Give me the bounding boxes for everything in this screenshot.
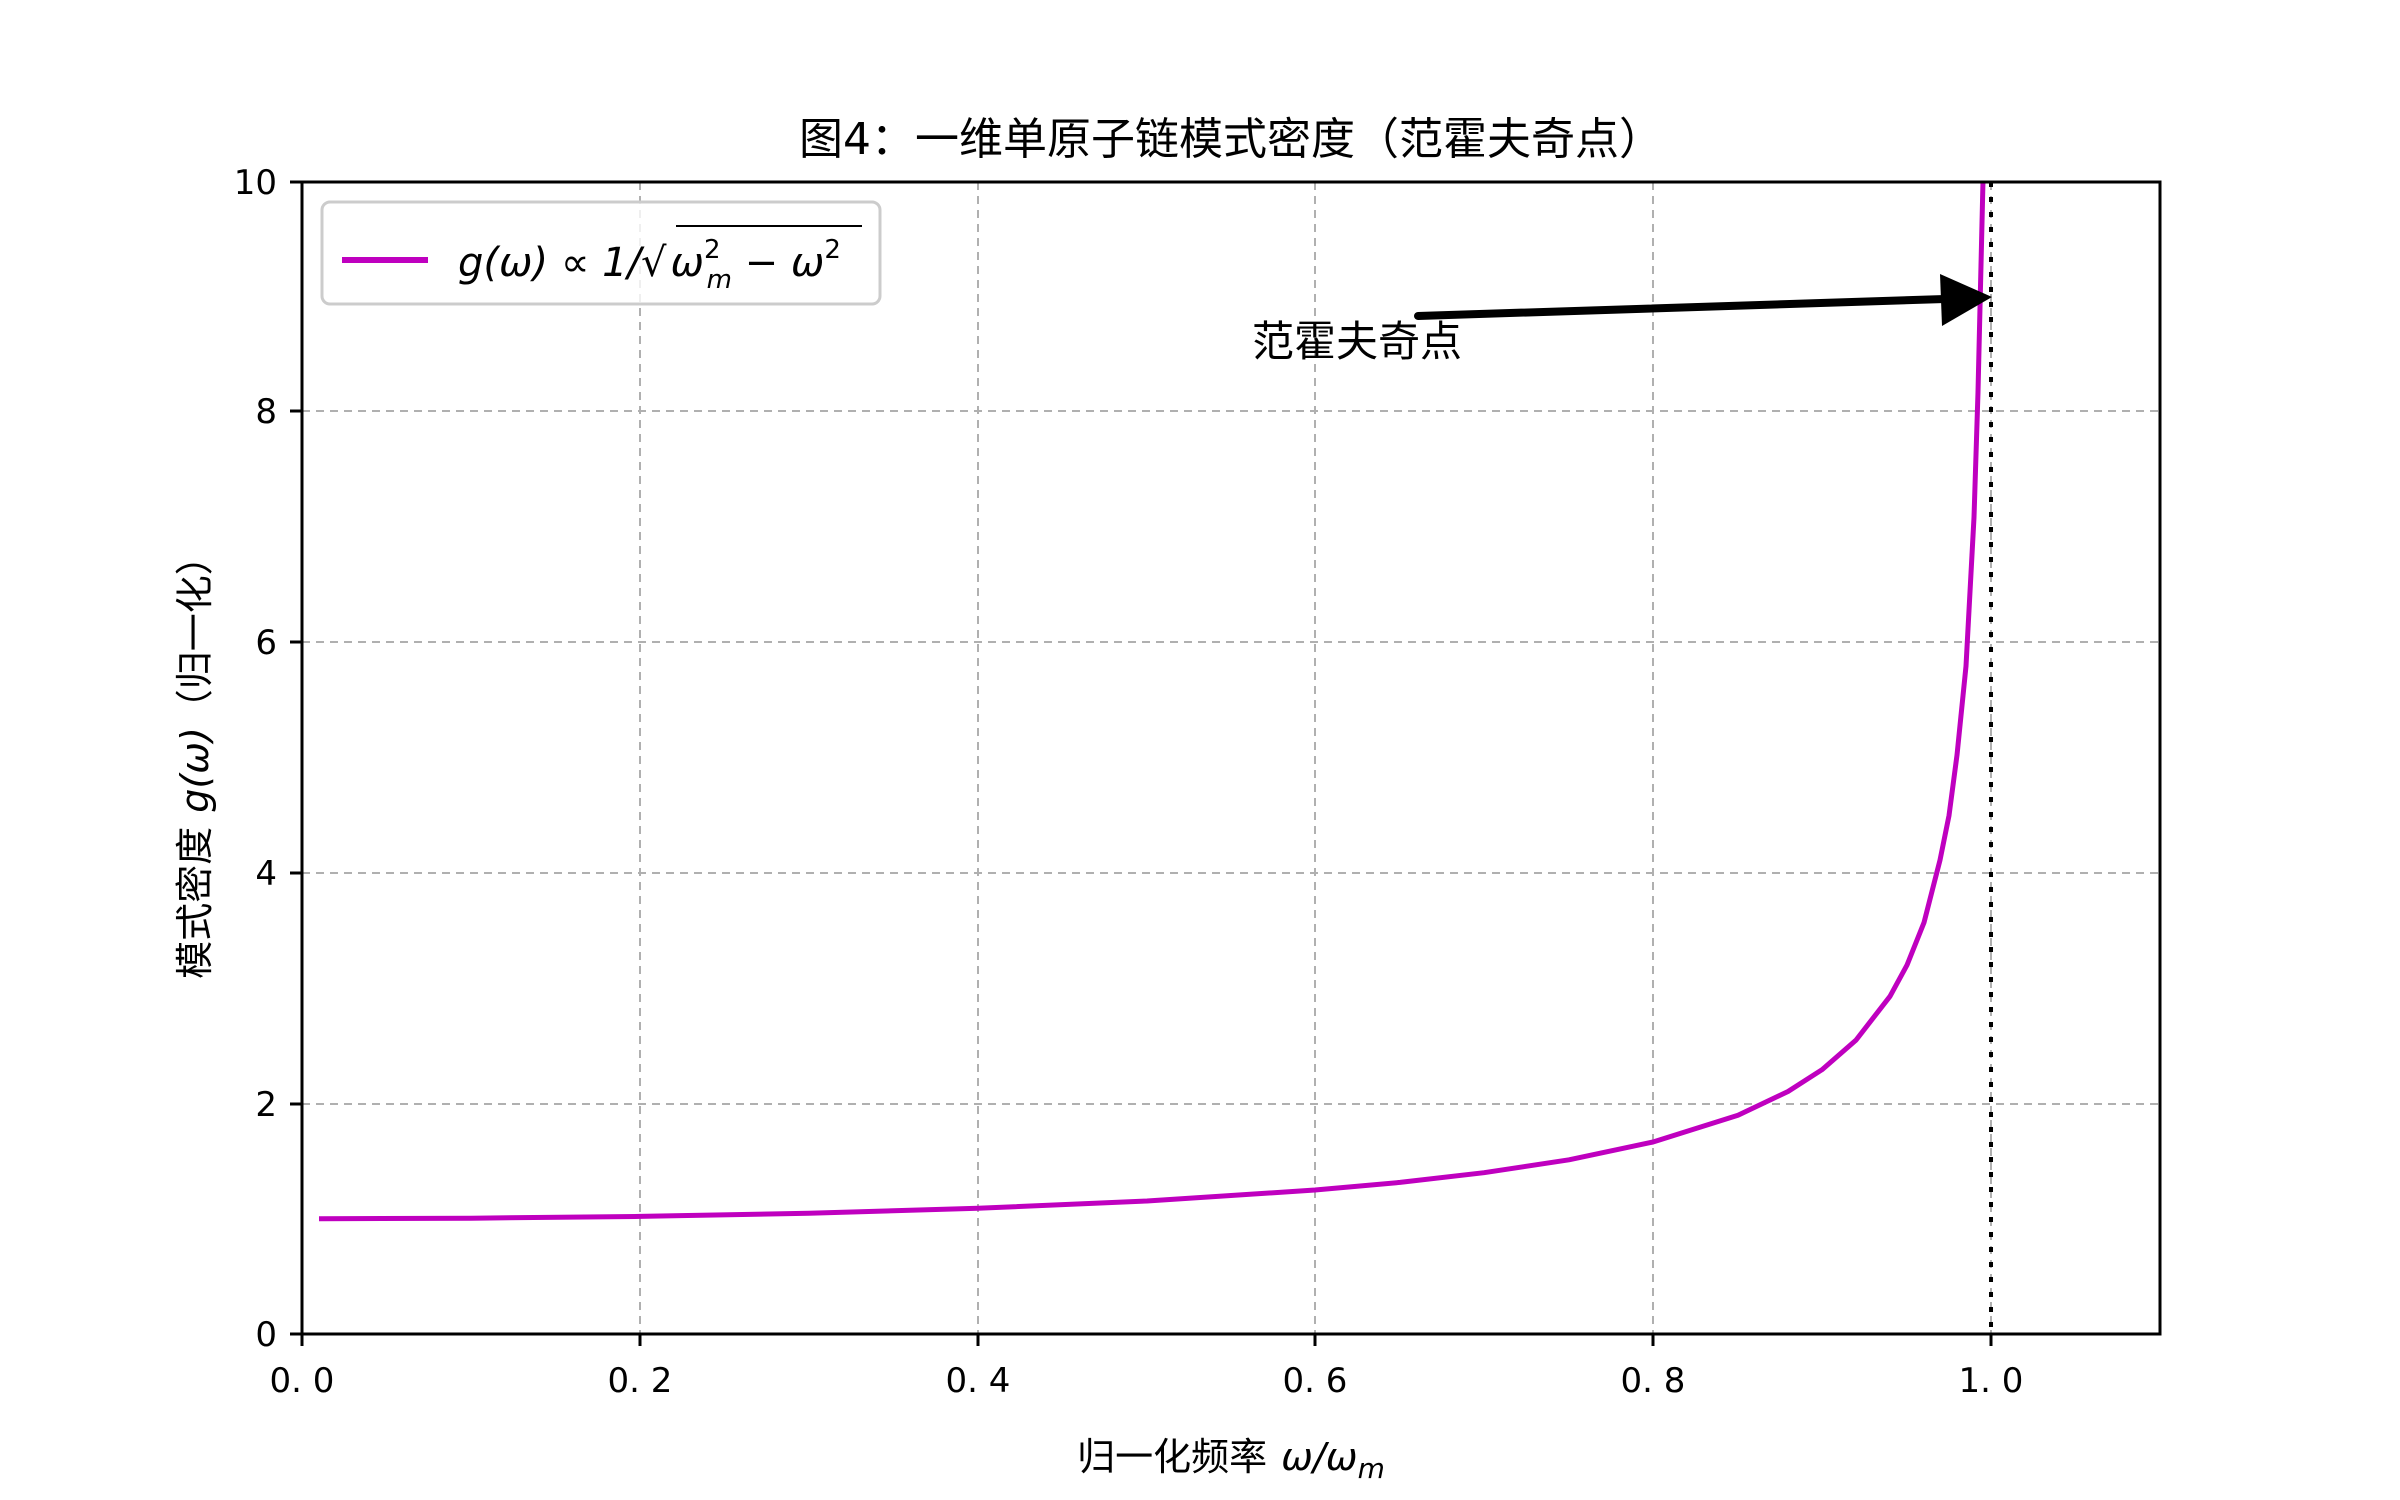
y-tick-label: 2 <box>255 1085 277 1125</box>
x-tick-label: 0. 2 <box>608 1361 673 1401</box>
annotation-van-hove: 范霍夫奇点 <box>1252 274 1992 366</box>
y-tick-label: 10 <box>234 163 277 203</box>
y-axis <box>290 180 302 1336</box>
axes-frame <box>300 180 2162 1336</box>
y-tick-label: 4 <box>255 854 277 894</box>
legend-label: g(ω) ∝ 1/√ ω2 m − ω2 <box>458 235 841 295</box>
x-tick-label: 0. 4 <box>946 1361 1011 1401</box>
chart-title: 图4：一维单原子链模式密度（范霍夫奇点） <box>799 114 1663 165</box>
x-axis <box>300 1334 1993 1346</box>
x-tick-label: 0. 8 <box>1621 1361 1686 1401</box>
x-tick-labels: 0. 0 0. 2 0. 4 0. 6 0. 8 1. 0 <box>270 1361 2024 1401</box>
x-axis-label: 归一化频率 ω/ωm <box>1077 1435 1385 1485</box>
legend: g(ω) ∝ 1/√ ω2 m − ω2 <box>320 200 882 306</box>
annotation-arrowhead <box>1940 274 1992 326</box>
y-tick-label: 6 <box>255 623 277 663</box>
y-tick-labels: 0 2 4 6 8 10 <box>234 163 277 1355</box>
dos-curve <box>318 182 1986 1222</box>
y-axis-label: 模式密度g(ω)（归一化） <box>173 537 217 979</box>
annotation-arrow-shaft <box>1414 295 1949 320</box>
annotation-text: 范霍夫奇点 <box>1252 317 1462 366</box>
grid <box>302 182 2160 1334</box>
x-tick-label: 0. 0 <box>270 1361 335 1401</box>
legend-box <box>320 200 882 306</box>
x-tick-label: 1. 0 <box>1959 1361 2024 1401</box>
y-tick-label: 8 <box>255 392 277 432</box>
x-tick-label: 0. 6 <box>1283 1361 1348 1401</box>
y-tick-label: 0 <box>255 1315 277 1355</box>
